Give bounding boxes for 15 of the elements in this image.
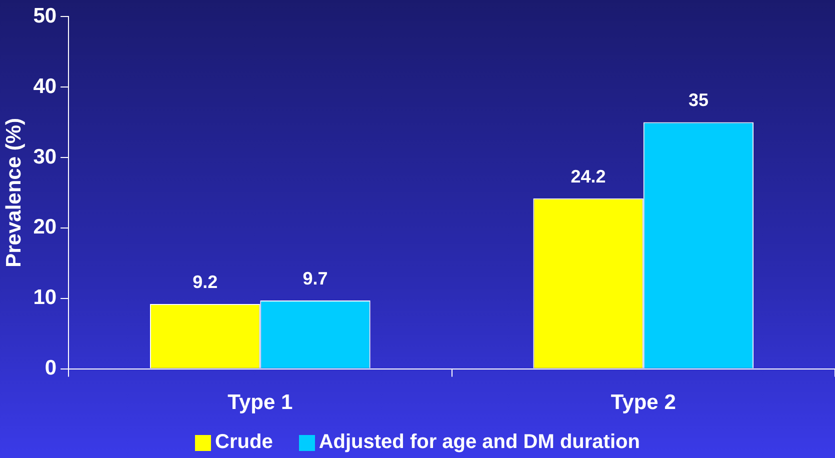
y-tick-label: 20 [33, 216, 57, 239]
legend-label: Crude [215, 431, 273, 454]
y-tick-label: 0 [44, 356, 57, 380]
x-tick-label: Type 1 [228, 391, 293, 414]
data-label: 24.2 [570, 166, 606, 186]
y-tick-label: 40 [33, 74, 57, 98]
data-label: 9.2 [192, 272, 218, 292]
legend-label: Adjusted for age and DM duration [318, 431, 640, 454]
y-tick-label: 30 [33, 145, 57, 168]
y-tick-label: 50 [33, 4, 57, 28]
data-label: 35 [688, 90, 708, 110]
data-label: 9.7 [302, 268, 328, 288]
x-tick-label: Type 2 [610, 391, 676, 414]
y-tick-label: 10 [33, 286, 57, 310]
y-axis-title: Prevalence (%) [2, 118, 26, 268]
